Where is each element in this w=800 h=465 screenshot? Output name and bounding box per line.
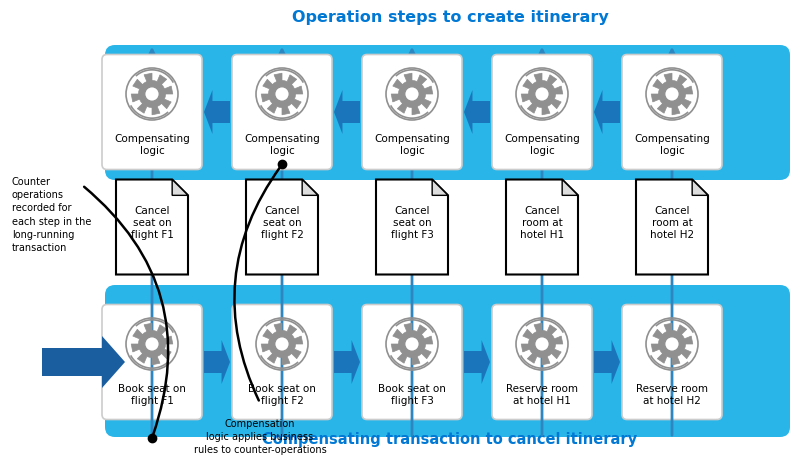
Polygon shape	[562, 179, 578, 195]
Text: Compensating
logic: Compensating logic	[504, 134, 580, 156]
Polygon shape	[506, 179, 578, 274]
Text: Reserve room
at hotel H2: Reserve room at hotel H2	[636, 384, 708, 405]
Polygon shape	[636, 179, 708, 274]
FancyBboxPatch shape	[492, 305, 592, 419]
Circle shape	[405, 86, 419, 101]
Circle shape	[405, 337, 419, 351]
Circle shape	[534, 86, 550, 101]
Text: Compensating transaction to cancel itinerary: Compensating transaction to cancel itine…	[262, 432, 638, 447]
Text: Cancel
seat on
flight F1: Cancel seat on flight F1	[130, 206, 174, 239]
Polygon shape	[302, 179, 318, 195]
Text: Cancel
seat on
flight F2: Cancel seat on flight F2	[261, 206, 303, 239]
FancyBboxPatch shape	[105, 285, 790, 437]
Polygon shape	[594, 90, 620, 134]
Polygon shape	[522, 323, 562, 365]
Text: Compensating
logic: Compensating logic	[634, 134, 710, 156]
Polygon shape	[131, 73, 173, 115]
FancyBboxPatch shape	[105, 45, 790, 180]
Circle shape	[274, 337, 290, 351]
Circle shape	[665, 86, 679, 101]
FancyArrowPatch shape	[84, 187, 168, 435]
Polygon shape	[651, 323, 693, 365]
Text: Cancel
seat on
flight F3: Cancel seat on flight F3	[390, 206, 434, 239]
FancyBboxPatch shape	[622, 305, 722, 419]
Polygon shape	[432, 179, 448, 195]
Polygon shape	[172, 179, 188, 195]
FancyBboxPatch shape	[232, 54, 332, 170]
Text: Book seat on
flight F1: Book seat on flight F1	[118, 384, 186, 405]
FancyArrowPatch shape	[234, 167, 280, 400]
Circle shape	[145, 337, 159, 351]
Polygon shape	[522, 73, 562, 115]
Text: Operation steps to create itinerary: Operation steps to create itinerary	[292, 10, 608, 25]
Text: Compensating
logic: Compensating logic	[114, 134, 190, 156]
Polygon shape	[261, 73, 302, 115]
Polygon shape	[692, 179, 708, 195]
Polygon shape	[204, 90, 230, 134]
Polygon shape	[334, 90, 360, 134]
Polygon shape	[246, 179, 318, 274]
Polygon shape	[464, 90, 490, 134]
FancyBboxPatch shape	[232, 305, 332, 419]
FancyBboxPatch shape	[622, 54, 722, 170]
Circle shape	[665, 337, 679, 351]
Polygon shape	[376, 179, 448, 274]
Polygon shape	[131, 323, 173, 365]
Text: Book seat on
flight F2: Book seat on flight F2	[248, 384, 316, 405]
Circle shape	[274, 86, 290, 101]
FancyBboxPatch shape	[102, 54, 202, 170]
Text: Reserve room
at hotel H1: Reserve room at hotel H1	[506, 384, 578, 405]
FancyBboxPatch shape	[102, 305, 202, 419]
FancyBboxPatch shape	[362, 305, 462, 419]
Polygon shape	[204, 340, 230, 384]
Circle shape	[145, 86, 159, 101]
Text: Counter
operations
recorded for
each step in the
long-running
transaction: Counter operations recorded for each ste…	[12, 177, 91, 253]
Polygon shape	[261, 323, 302, 365]
Polygon shape	[464, 340, 490, 384]
Polygon shape	[116, 179, 188, 274]
Polygon shape	[334, 340, 360, 384]
Polygon shape	[42, 336, 125, 388]
Text: Compensation
logic applies business
rules to counter-operations: Compensation logic applies business rule…	[194, 418, 326, 455]
Text: Cancel
room at
hotel H1: Cancel room at hotel H1	[520, 206, 564, 239]
Text: Book seat on
flight F3: Book seat on flight F3	[378, 384, 446, 405]
Text: Compensating
logic: Compensating logic	[244, 134, 320, 156]
Text: Compensating
logic: Compensating logic	[374, 134, 450, 156]
Polygon shape	[391, 73, 433, 115]
Polygon shape	[391, 323, 433, 365]
FancyBboxPatch shape	[492, 54, 592, 170]
Polygon shape	[651, 73, 693, 115]
Polygon shape	[594, 340, 620, 384]
Text: Cancel
room at
hotel H2: Cancel room at hotel H2	[650, 206, 694, 239]
FancyBboxPatch shape	[362, 54, 462, 170]
Circle shape	[534, 337, 550, 351]
